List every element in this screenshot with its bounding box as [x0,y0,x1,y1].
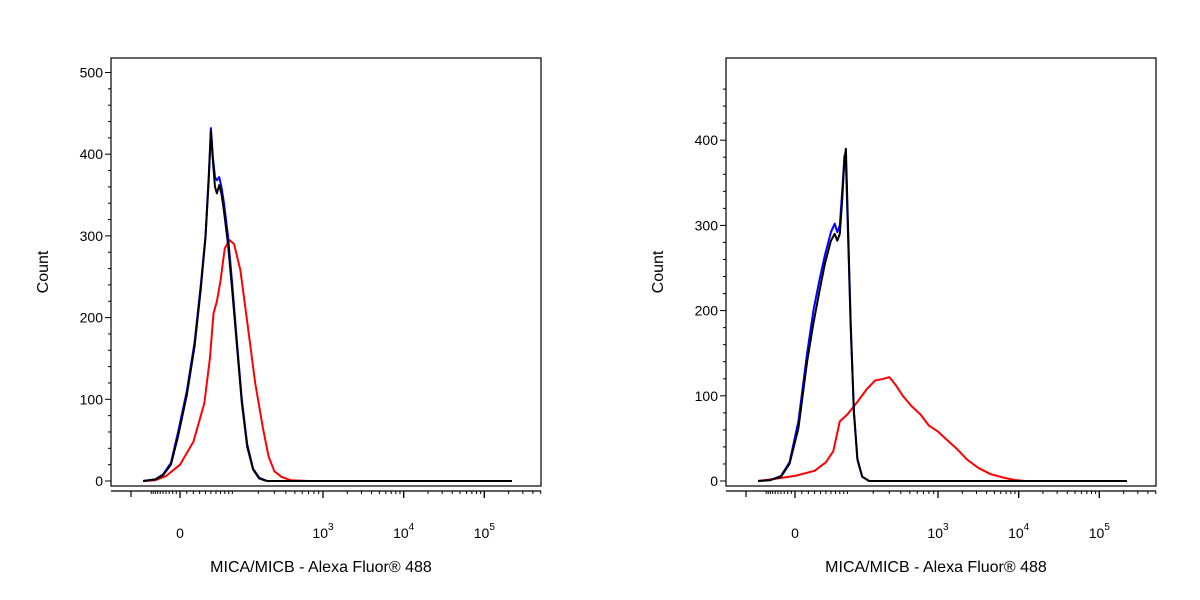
y-tick-label: 100 [80,391,104,407]
y-tick-label: 200 [80,310,104,326]
y-tick-label: 300 [80,228,104,244]
x-tick-label: 103 [312,522,334,541]
x-axis-title: MICA/MICB - Alexa Fluor® 488 [210,559,432,576]
x-tick-label: 105 [1089,522,1111,541]
y-tick-label: 200 [695,303,719,319]
y-tick-label: 400 [80,146,104,162]
x-tick-label: 0 [176,525,184,541]
y-tick-label: 300 [695,217,719,233]
plot-frame [725,57,1157,487]
y-tick-label: 0 [95,473,103,489]
series-line [143,239,512,482]
series-line [758,147,1127,482]
x-tick-label: 0 [791,525,799,541]
y-tick-label: 400 [695,132,719,148]
y-tick-label: 100 [695,388,719,404]
series-line [142,130,512,482]
series-line [757,376,1127,482]
x-tick-label: 103 [927,522,949,541]
y-tick-label: 0 [710,473,718,489]
y-axis-title: Count [35,250,52,293]
y-axis-title: Count [650,250,667,293]
histogram-panel-left: 0 100 200 300 400 500 0 103 104 105 MICA/MICB - Al… [35,57,542,576]
x-axis-title: MICA/MICB - Alexa Fluor® 488 [825,559,1047,576]
histogram-plot: 0 100 200 300 400 0 103 104 105 MICA/MICB - Alexa… [650,57,1157,576]
histogram-plot: 0 100 200 300 400 500 0 103 104 105 MICA/MICB - Al… [35,57,542,576]
histogram-panel-right: 0 100 200 300 400 0 103 104 105 MICA/MICB - Alexa… [615,0,1200,600]
x-tick-label: 104 [393,522,415,541]
x-tick-label: 104 [1008,522,1030,541]
y-tick-label: 500 [80,65,104,81]
plot-frame [110,57,542,487]
x-tick-label: 105 [474,522,496,541]
